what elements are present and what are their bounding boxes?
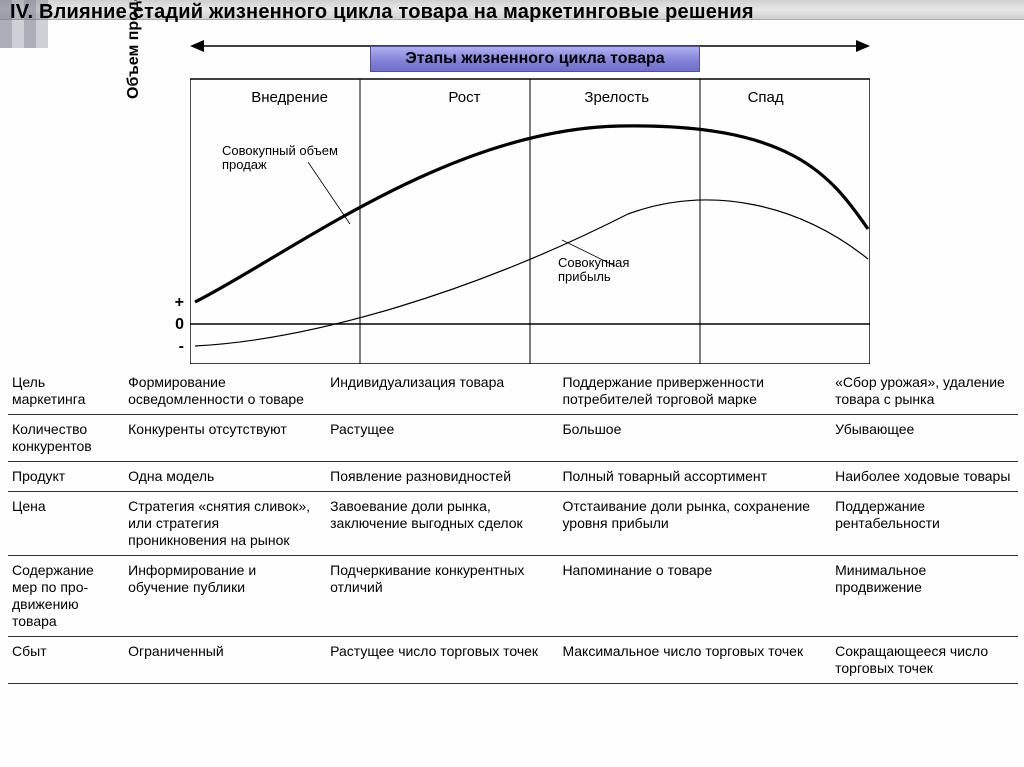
annot-profit: Совокупная прибыль bbox=[558, 256, 648, 284]
table-row: Цена Стратегия «снятия сливок», или стра… bbox=[8, 492, 1018, 556]
cell: Одна модель bbox=[124, 462, 326, 492]
table-row: Сбыт Ограниченный Растущее число торговы… bbox=[8, 637, 1018, 684]
table-row: Количество конкурентов Конкуренты отсутс… bbox=[8, 415, 1018, 462]
cell: «Сбор урожая», удаление товара с рынка bbox=[831, 368, 1018, 415]
y-axis-marks: + 0 - bbox=[168, 292, 184, 358]
row-label: Сбыт bbox=[8, 637, 124, 684]
cell: Растущее bbox=[326, 415, 558, 462]
cell: Конкуренты отсутствуют bbox=[124, 415, 326, 462]
cell: Информирование и обучение публики bbox=[124, 556, 326, 637]
cell: Полный товарный ассортимент bbox=[558, 462, 831, 492]
table-row: Продукт Одна модель Появление разновидно… bbox=[8, 462, 1018, 492]
y-plus: + bbox=[168, 292, 184, 314]
cell: Завоевание доли рынка, заключение выгодн… bbox=[326, 492, 558, 556]
row-label: Цель маркетинга bbox=[8, 368, 124, 415]
row-label: Цена bbox=[8, 492, 124, 556]
table-row: Цель маркетинга Формирование осведомленн… bbox=[8, 368, 1018, 415]
cell: Сокращающееся число торговых точек bbox=[831, 637, 1018, 684]
cell: Подчеркивание конкурентных отличий bbox=[326, 556, 558, 637]
cell: Большое bbox=[558, 415, 831, 462]
row-label: Продукт bbox=[8, 462, 124, 492]
table-row: Содержание мер по про-движению товара Ин… bbox=[8, 556, 1018, 637]
cell: Наиболее ходовые товары bbox=[831, 462, 1018, 492]
cell: Ограниченный bbox=[124, 637, 326, 684]
chart-svg bbox=[190, 34, 870, 364]
cell: Поддержание рентабельности bbox=[831, 492, 1018, 556]
y-zero: 0 bbox=[168, 314, 184, 336]
y-axis-label: Объем продаж/прибыль bbox=[125, 0, 143, 99]
cell: Минимальное продвижение bbox=[831, 556, 1018, 637]
cell: Напоминание о товаре bbox=[558, 556, 831, 637]
cell: Максимальное число торговых точек bbox=[558, 637, 831, 684]
cell: Стратегия «снятия сливок», или стратегия… bbox=[124, 492, 326, 556]
cell: Формирование осведомленности о товаре bbox=[124, 368, 326, 415]
cell: Убывающее bbox=[831, 415, 1018, 462]
cell: Индивидуализация товара bbox=[326, 368, 558, 415]
page-title: IV. Влияние стадий жизненного цикла това… bbox=[10, 1, 754, 24]
annot-sales: Совокупный объем продаж bbox=[222, 144, 352, 172]
heading-text: Влияние стадий жизненного цикла товара н… bbox=[39, 1, 754, 23]
y-minus: - bbox=[168, 336, 184, 358]
cell: Отстаивание доли рынка, сохранение уровн… bbox=[558, 492, 831, 556]
cell: Поддержание приверженности потребителей … bbox=[558, 368, 831, 415]
row-label: Количество конкурентов bbox=[8, 415, 124, 462]
heading-roman: IV. bbox=[10, 1, 33, 23]
cell: Появление разновидностей bbox=[326, 462, 558, 492]
decisions-table: Цель маркетинга Формирование осведомленн… bbox=[8, 368, 1018, 684]
cell: Растущее число торговых точек bbox=[326, 637, 558, 684]
lifecycle-chart: Этапы жизненного цикла товара Внедрение … bbox=[130, 34, 880, 364]
row-label: Содержание мер по про-движению товара bbox=[8, 556, 124, 637]
